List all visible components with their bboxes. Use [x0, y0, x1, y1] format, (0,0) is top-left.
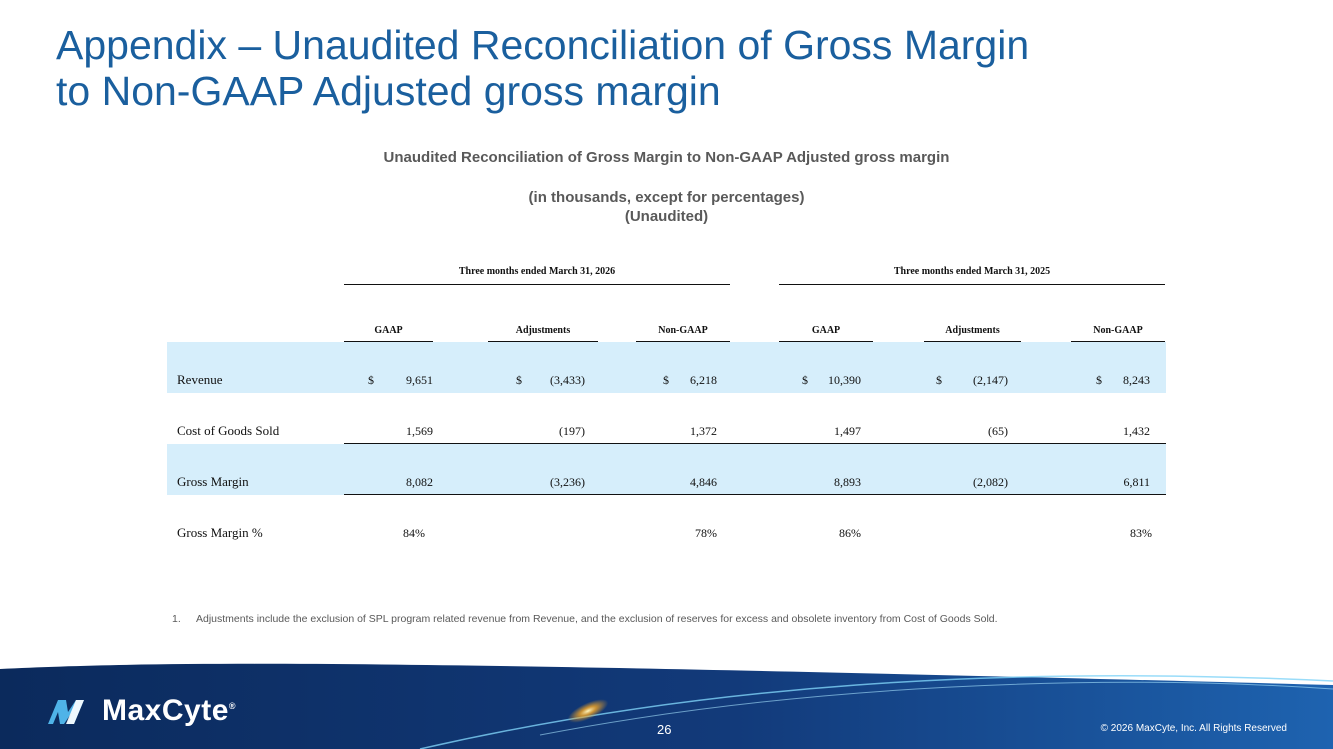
- table-cell: 6,811: [1096, 475, 1150, 491]
- table-cell: 1,497: [802, 424, 861, 440]
- table-cell: 83%: [1096, 526, 1152, 542]
- slide-title-line-1: Appendix – Unaudited Reconciliation of G…: [56, 22, 1030, 68]
- row-label-gross-margin-pct: Gross Margin %: [177, 525, 263, 540]
- footnote-number: 1.: [172, 613, 181, 625]
- table-cell: $ 9,651: [368, 373, 433, 389]
- cell-value: 10,390: [828, 373, 861, 387]
- table-cell: 84%: [368, 526, 425, 542]
- cell-value: 83%: [1130, 526, 1152, 540]
- cell-value: 84%: [403, 526, 425, 540]
- column-underline: [488, 341, 598, 342]
- period-header-2025: Three months ended March 31, 2025: [893, 266, 1051, 277]
- cell-value: 4,846: [690, 475, 717, 489]
- registered-mark: ®: [228, 701, 237, 711]
- table-cell: 4,846: [663, 475, 717, 491]
- cell-value: 9,651: [406, 373, 433, 387]
- table-cell: (65): [936, 424, 1008, 440]
- table-cell: 1,432: [1096, 424, 1150, 440]
- row-label-gross-margin: Gross Margin: [177, 474, 249, 489]
- cell-value: 8,243: [1123, 373, 1150, 387]
- cell-value: 8,082: [406, 475, 433, 489]
- table-cell: $ 6,218: [663, 373, 717, 389]
- table-cell: $ 10,390: [802, 373, 861, 389]
- table-cell: 1,569: [368, 424, 433, 440]
- table-cell: 8,082: [368, 475, 433, 491]
- table-cell: (2,082): [936, 475, 1008, 491]
- column-header-nongaap-2026: Non-GAAP: [658, 325, 708, 336]
- units-note: (in thousands, except for percentages): [528, 189, 805, 206]
- cogs-total-rule: [344, 443, 1166, 444]
- cell-value: (2,082): [973, 475, 1008, 489]
- period-header-2026: Three months ended March 31, 2026: [458, 266, 616, 277]
- cell-value: 1,432: [1123, 424, 1150, 438]
- gross-margin-total-rule: [344, 494, 1166, 495]
- currency-symbol: $: [936, 373, 942, 387]
- row-label-cogs: Cost of Goods Sold: [177, 423, 280, 438]
- cell-value: 1,497: [834, 424, 861, 438]
- table-cell: 78%: [663, 526, 717, 542]
- slide-title: Appendix – Unaudited Reconciliation of G…: [56, 22, 1256, 114]
- table-cell: (197): [516, 424, 585, 440]
- footnote: 1. Adjustments include the exclusion of S…: [172, 613, 998, 625]
- period-underline-2025: [779, 284, 1165, 285]
- currency-symbol: $: [1096, 373, 1102, 387]
- cell-value: (65): [988, 424, 1008, 438]
- maxcyte-logo-icon: [48, 700, 84, 724]
- cell-value: 86%: [839, 526, 861, 540]
- slide-title-line-2: to Non-GAAP Adjusted gross margin: [56, 68, 721, 114]
- footnote-text: Adjustments include the exclusion of SPL…: [196, 613, 998, 625]
- page-number: 26: [657, 722, 672, 737]
- table-cell: 86%: [802, 526, 861, 542]
- cell-value: 6,811: [1123, 475, 1150, 489]
- copyright: © 2026 MaxCyte, Inc. All Rights Reserved: [1100, 723, 1287, 734]
- column-underline: [924, 341, 1021, 342]
- cell-value: 1,372: [690, 424, 717, 438]
- table-cell: $ (2,147): [936, 373, 1008, 389]
- currency-symbol: $: [802, 373, 808, 387]
- table-cell: $ (3,433): [516, 373, 585, 389]
- table-cell: (3,236): [516, 475, 585, 491]
- column-underline: [779, 341, 873, 342]
- row-label-revenue: Revenue: [177, 372, 223, 387]
- column-header-adjustments-2025: Adjustments: [945, 325, 1000, 336]
- period-underline-2026: [344, 284, 730, 285]
- cell-value: 8,893: [834, 475, 861, 489]
- column-header-gaap-2025: GAAP: [811, 325, 841, 336]
- cell-value: (197): [559, 424, 585, 438]
- column-underline: [344, 341, 433, 342]
- gross-margin-row-band: [167, 444, 1166, 495]
- currency-symbol: $: [516, 373, 522, 387]
- cell-value: (3,236): [550, 475, 585, 489]
- table-cell: 8,893: [802, 475, 861, 491]
- cell-value: 1,569: [406, 424, 433, 438]
- column-underline: [1071, 341, 1165, 342]
- maxcyte-logo-text: MaxCyte®: [102, 694, 236, 728]
- unaudited-note: (Unaudited): [624, 208, 709, 225]
- brand-name: MaxCyte: [102, 694, 229, 727]
- table-subtitle: Unaudited Reconciliation of Gross Margin…: [383, 149, 950, 166]
- currency-symbol: $: [368, 373, 374, 387]
- column-header-adjustments-2026: Adjustments: [515, 325, 571, 336]
- cell-value: (3,433): [550, 373, 585, 387]
- cell-value: 78%: [695, 526, 717, 540]
- footer-banner: [0, 663, 1333, 749]
- revenue-row-band: [167, 342, 1166, 393]
- column-header-gaap-2026: GAAP: [374, 325, 403, 336]
- table-cell: $ 8,243: [1096, 373, 1150, 389]
- cell-value: (2,147): [973, 373, 1008, 387]
- currency-symbol: $: [663, 373, 669, 387]
- maxcyte-logo: MaxCyte®: [46, 694, 236, 728]
- cell-value: 6,218: [690, 373, 717, 387]
- column-header-nongaap-2025: Non-GAAP: [1093, 325, 1143, 336]
- table-cell: 1,372: [663, 424, 717, 440]
- column-underline: [636, 341, 730, 342]
